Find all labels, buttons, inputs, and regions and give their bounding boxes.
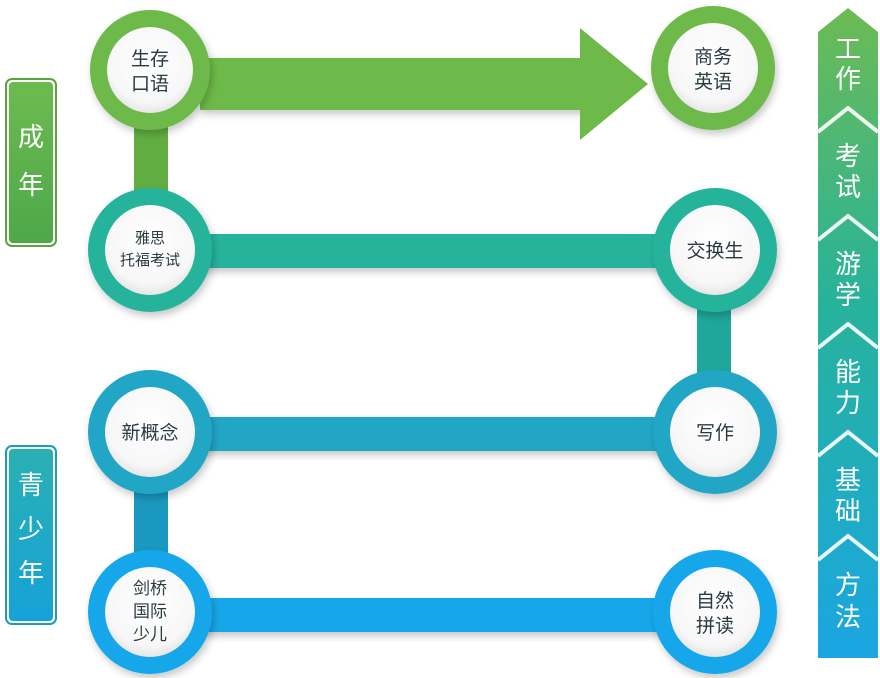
stage-1-line2: 作 bbox=[835, 65, 861, 95]
stage-5-line1: 基 bbox=[835, 466, 861, 496]
node-business-english-line2: 英语 bbox=[694, 71, 732, 93]
connectors bbox=[134, 28, 731, 632]
stage-3-line2: 学 bbox=[835, 281, 861, 311]
node-survival-speaking: 生存 口语 bbox=[90, 10, 210, 130]
node-new-concept: 新概念 bbox=[88, 370, 212, 494]
stage-2-line2: 试 bbox=[835, 173, 861, 203]
group-label-adult: 成 年 bbox=[5, 78, 57, 247]
stage-divider-2 bbox=[816, 213, 880, 242]
stage-column: 工 作 考 试 游 学 能 力 基 础 方 法 bbox=[816, 8, 880, 658]
group-label-youth-line2: 少 bbox=[18, 515, 44, 545]
node-ielts-toefl-line1: 雅思 bbox=[135, 229, 165, 247]
node-exchange-student-line1: 交换生 bbox=[686, 240, 743, 262]
stage-divider-5 bbox=[816, 533, 880, 562]
connector-arrow-shaft bbox=[200, 58, 590, 110]
stage-3-line1: 游 bbox=[835, 250, 861, 280]
connector-ielts-exchange bbox=[190, 234, 690, 268]
stage-divider-1 bbox=[816, 105, 880, 134]
stage-6-line2: 法 bbox=[835, 603, 861, 633]
node-ielts-toefl-line2: 托福考试 bbox=[120, 251, 180, 269]
stage-4-line1: 能 bbox=[835, 358, 861, 388]
stage-divider-3 bbox=[816, 321, 880, 350]
node-exchange-student: 交换生 bbox=[653, 188, 777, 312]
node-writing-line1: 写作 bbox=[696, 422, 734, 444]
node-ielts-toefl: 雅思 托福考试 bbox=[88, 188, 212, 312]
stage-4-line2: 力 bbox=[835, 389, 861, 419]
stage-divider-4 bbox=[816, 429, 880, 458]
connector-arrow-head bbox=[580, 28, 648, 140]
node-survival-speaking-line2: 口语 bbox=[131, 73, 169, 95]
stage-column-background bbox=[818, 8, 878, 658]
node-cambridge-line1: 剑桥 bbox=[133, 579, 167, 599]
node-phonics-line1: 自然 bbox=[696, 590, 734, 612]
stage-6-line1: 方 bbox=[835, 571, 861, 601]
group-label-youth-line3: 年 bbox=[18, 559, 44, 589]
node-business-english-line1: 商务 bbox=[694, 46, 732, 68]
node-cambridge-line2: 国际 bbox=[133, 602, 167, 622]
node-writing: 写作 bbox=[653, 370, 777, 494]
node-business-english: 商务 英语 bbox=[651, 6, 775, 130]
node-new-concept-line1: 新概念 bbox=[121, 421, 178, 444]
group-label-adult-line2: 年 bbox=[18, 171, 44, 201]
stage-2-line1: 考 bbox=[835, 142, 861, 172]
group-label-youth: 青 少 年 bbox=[5, 445, 57, 625]
node-cambridge-line3: 少儿 bbox=[133, 625, 167, 645]
node-cambridge: 剑桥 国际 少儿 bbox=[88, 550, 212, 674]
stage-5-line2: 础 bbox=[835, 497, 861, 527]
stage-1-line1: 工 bbox=[835, 35, 861, 65]
group-label-adult-line1: 成 bbox=[18, 123, 44, 153]
node-phonics-line2: 拼读 bbox=[696, 615, 734, 637]
node-phonics: 自然 拼读 bbox=[653, 550, 777, 674]
connector-newconcept-writing bbox=[190, 417, 690, 451]
connector-cambridge-phonics bbox=[190, 598, 690, 632]
group-label-youth-line1: 青 bbox=[18, 471, 44, 501]
node-survival-speaking-line1: 生存 bbox=[131, 48, 169, 70]
